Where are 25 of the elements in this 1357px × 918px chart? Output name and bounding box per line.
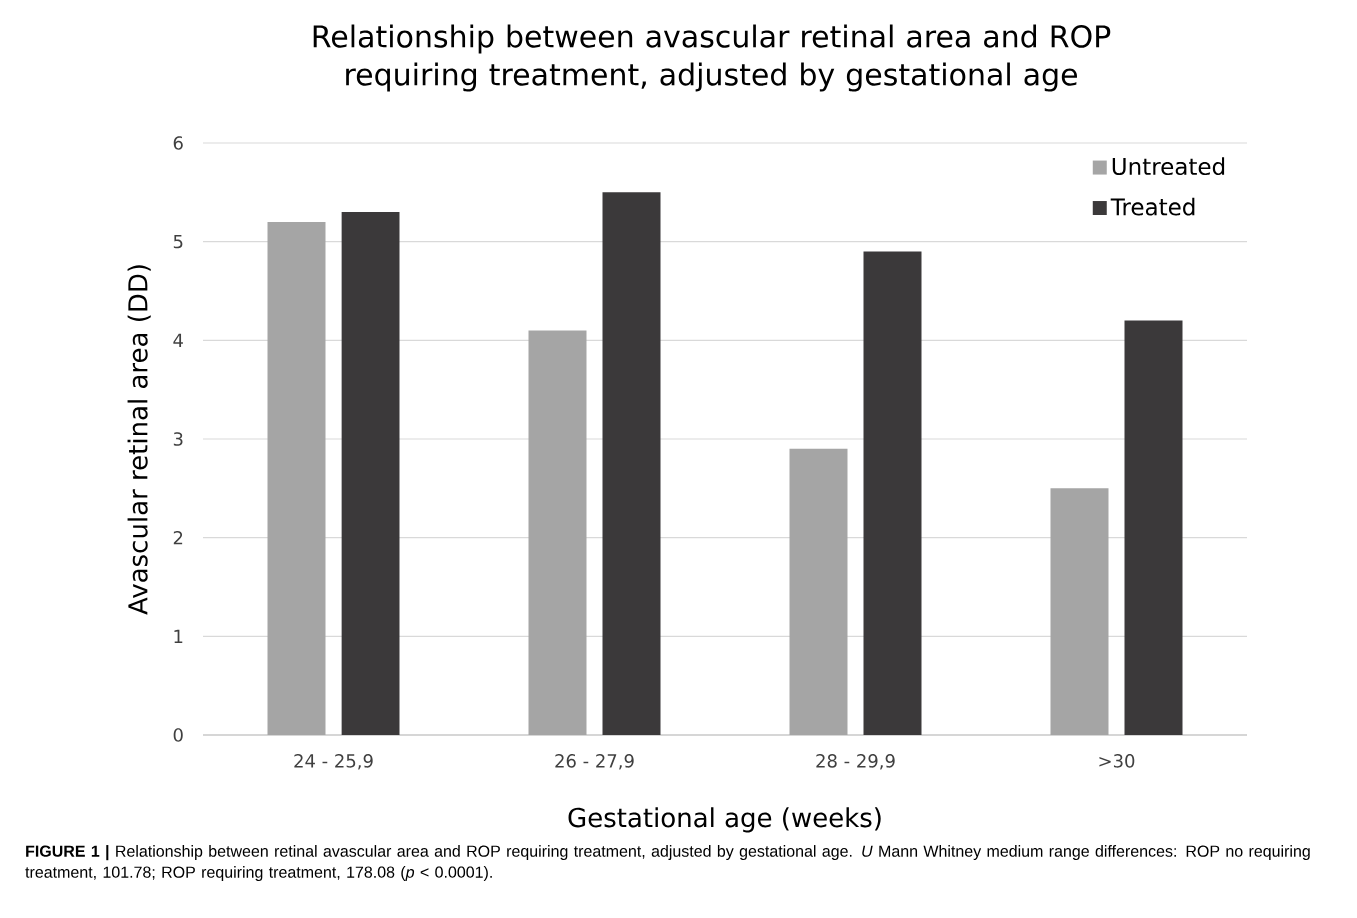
bar bbox=[789, 448, 848, 735]
bar bbox=[267, 221, 326, 735]
x-axis-title: Gestational age (weeks) bbox=[568, 807, 881, 833]
legend-label: Treated bbox=[1110, 197, 1195, 216]
x-tick-label: 24 - 25,9 bbox=[294, 754, 373, 770]
y-tick-label: 5 bbox=[173, 234, 183, 249]
x-tick-label: >30 bbox=[1099, 754, 1135, 768]
bar bbox=[602, 192, 661, 735]
legend-label: Untreated bbox=[1112, 157, 1225, 176]
y-tick-label: 2 bbox=[173, 530, 183, 545]
bar bbox=[1124, 320, 1183, 735]
text: FIGURE 1 | Relationship between retinal avascular area and ROP requiring treatment, adjusted by gestational age. U Mann Whitney medium range differences: ROP no requiring treatment, 101.78; ROP requiring treatment, 178.08 (p < 0.0001). bbox=[25, 845, 1310, 881]
y-tick-label: 0 bbox=[173, 728, 183, 742]
x-tick-label: 26 - 27,9 bbox=[555, 754, 634, 770]
bar bbox=[1050, 488, 1109, 735]
y-axis-title: Avascular retinal area (DD) bbox=[127, 265, 151, 615]
y-tick-label: 1 bbox=[174, 629, 183, 643]
bar bbox=[863, 251, 922, 735]
x-tick-label: 28 - 29,9 bbox=[816, 754, 895, 770]
bar bbox=[528, 330, 587, 735]
y-tick-label: 6 bbox=[173, 136, 183, 150]
chart-title: Relationship between avascular retinal area and ROP requiring treatment, adjusted by gestational age bbox=[313, 24, 1111, 92]
bar bbox=[341, 212, 400, 735]
y-tick-label: 4 bbox=[173, 333, 183, 347]
y-tick-label: 3 bbox=[173, 432, 183, 446]
